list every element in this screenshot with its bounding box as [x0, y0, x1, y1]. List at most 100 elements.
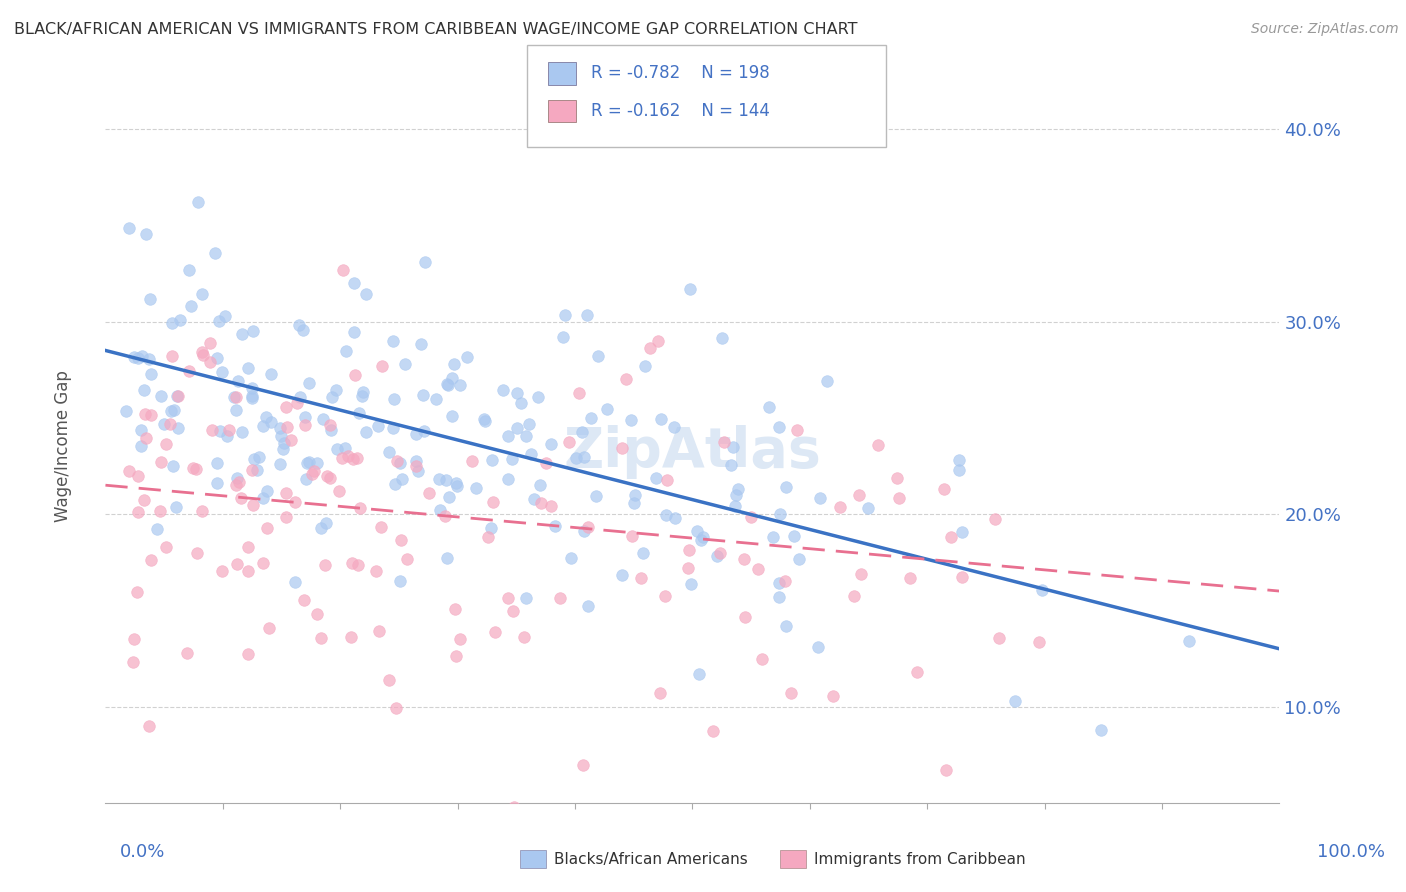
Point — [352, 389, 374, 403]
Point — [385, 701, 408, 715]
Point — [240, 389, 263, 403]
Point — [200, 423, 222, 437]
Point — [298, 376, 321, 391]
Point — [135, 431, 157, 445]
Point — [347, 558, 370, 572]
Point — [231, 425, 253, 440]
Point — [343, 276, 366, 290]
Point — [517, 417, 540, 431]
Point — [886, 471, 908, 485]
Point — [734, 610, 756, 624]
Point — [160, 316, 183, 330]
Point — [502, 800, 524, 814]
Point — [474, 411, 496, 425]
Point — [443, 357, 465, 371]
Point — [385, 453, 408, 467]
Point — [418, 485, 440, 500]
Point — [638, 341, 661, 355]
Point — [349, 406, 371, 420]
Point — [211, 364, 233, 378]
Point — [297, 457, 319, 471]
Point — [186, 462, 208, 476]
Point — [311, 520, 333, 534]
Point — [576, 309, 599, 323]
Point — [630, 571, 652, 585]
Point — [191, 348, 214, 362]
Point — [768, 420, 790, 434]
Point — [633, 546, 655, 560]
Point — [572, 450, 595, 465]
Point — [208, 424, 231, 438]
Point — [240, 381, 263, 395]
Point — [610, 441, 633, 455]
Point — [162, 459, 184, 474]
Point — [1004, 694, 1026, 708]
Point — [523, 492, 546, 507]
Point — [276, 420, 298, 434]
Point — [706, 549, 728, 563]
Point — [160, 349, 183, 363]
Point — [294, 417, 316, 432]
Point — [723, 440, 745, 454]
Point — [481, 453, 503, 467]
Point — [688, 667, 710, 681]
Point — [204, 245, 226, 260]
Point — [787, 552, 810, 566]
Point — [208, 314, 231, 328]
Point — [384, 477, 406, 491]
Point — [138, 719, 160, 733]
Point — [713, 434, 735, 449]
Point — [520, 447, 543, 461]
Point — [191, 345, 214, 359]
Point — [676, 561, 699, 575]
Point — [647, 334, 669, 348]
Point — [429, 472, 451, 486]
Point — [328, 484, 350, 499]
Point — [648, 686, 671, 700]
Text: R = -0.162    N = 144: R = -0.162 N = 144 — [591, 102, 769, 120]
Point — [394, 357, 416, 371]
Point — [354, 286, 377, 301]
Point — [425, 392, 447, 406]
Point — [131, 349, 153, 363]
Point — [354, 425, 377, 440]
Point — [983, 512, 1005, 526]
Point — [553, 330, 575, 344]
Point — [437, 378, 460, 392]
Point — [484, 624, 506, 639]
Point — [238, 564, 260, 578]
Point — [325, 384, 347, 398]
Point — [773, 574, 796, 588]
Point — [768, 590, 790, 604]
Point — [181, 460, 204, 475]
Point — [343, 325, 366, 339]
Point — [301, 467, 323, 481]
Point — [905, 665, 928, 680]
Point — [620, 413, 643, 427]
Point — [762, 530, 785, 544]
Point — [187, 195, 209, 210]
Point — [321, 423, 343, 437]
Point — [935, 764, 957, 778]
Point — [515, 591, 537, 606]
Point — [534, 456, 557, 470]
Point — [225, 402, 247, 417]
Point — [180, 300, 202, 314]
Point — [807, 640, 830, 654]
Point — [225, 390, 247, 404]
Point — [768, 575, 790, 590]
Point — [191, 504, 214, 518]
Point — [242, 463, 264, 477]
Point — [465, 481, 488, 495]
Point — [274, 401, 297, 415]
Point — [377, 445, 399, 459]
Point — [409, 337, 432, 351]
Point — [817, 374, 839, 388]
Point — [340, 556, 363, 570]
Point — [273, 436, 295, 450]
Point — [346, 451, 368, 466]
Point — [284, 575, 307, 590]
Point — [889, 491, 911, 505]
Point — [655, 473, 678, 487]
Point — [160, 404, 183, 418]
